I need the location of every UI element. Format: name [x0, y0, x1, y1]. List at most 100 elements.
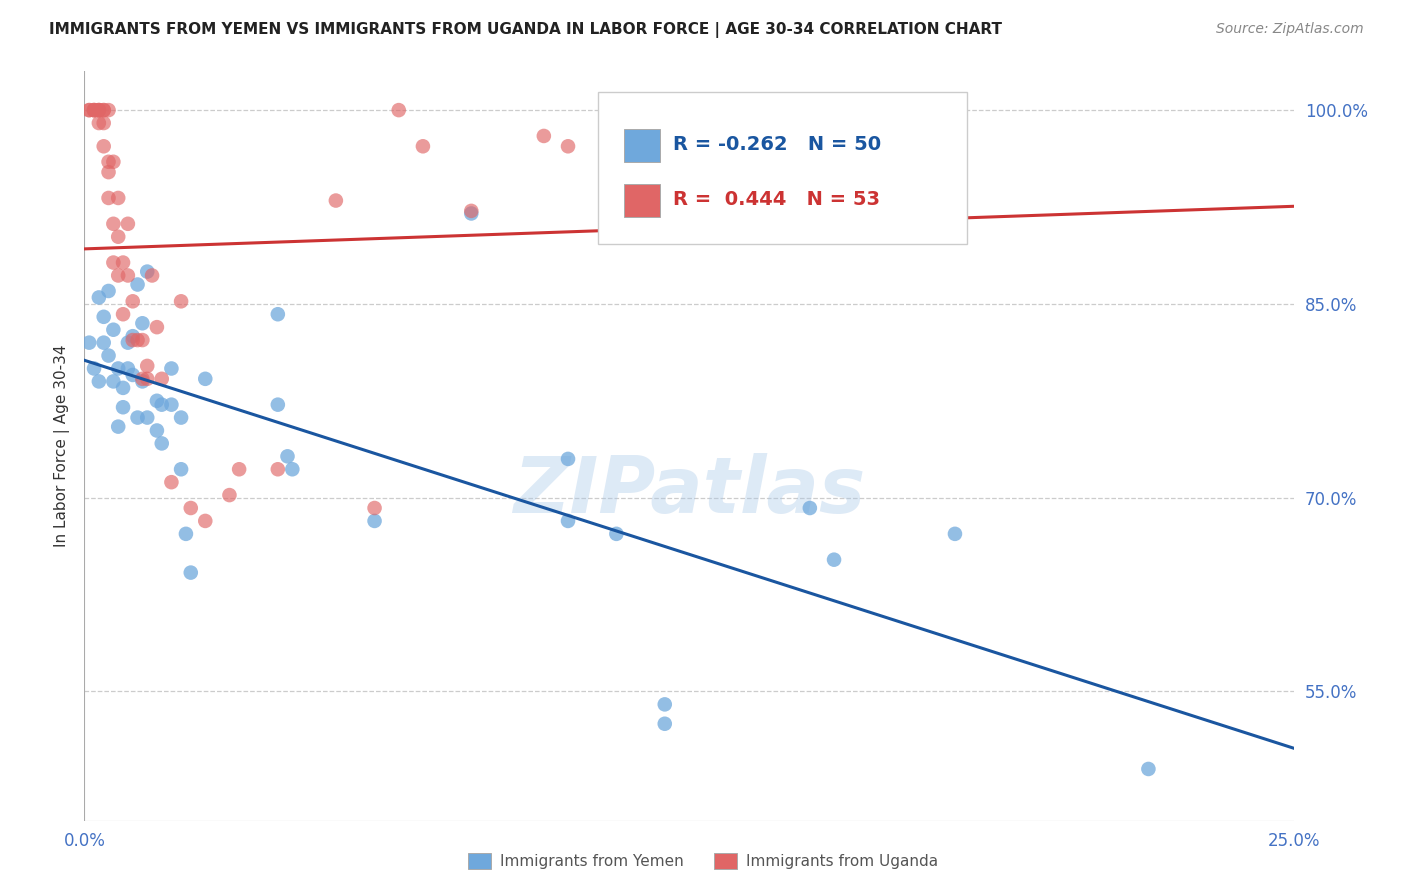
Point [146, 393, 169, 408]
Point [87, 290, 110, 304]
Point [194, 514, 217, 528]
Point [194, 372, 217, 386]
Point [654, 716, 676, 731]
Point [107, 419, 129, 434]
Point [87, 103, 110, 117]
Point [267, 462, 290, 476]
Point [117, 335, 139, 350]
Point [180, 566, 202, 580]
Point [107, 191, 129, 205]
Point [654, 698, 676, 712]
Point [146, 424, 169, 438]
Point [363, 501, 385, 516]
Point [93, 335, 115, 350]
Point [127, 410, 149, 425]
Text: IMMIGRANTS FROM YEMEN VS IMMIGRANTS FROM UGANDA IN LABOR FORCE | AGE 30-34 CORRE: IMMIGRANTS FROM YEMEN VS IMMIGRANTS FROM… [49, 22, 1002, 38]
Point [267, 398, 290, 412]
Point [87, 116, 110, 130]
Point [93, 103, 115, 117]
FancyBboxPatch shape [624, 129, 659, 162]
Point [170, 462, 193, 476]
Point [93, 103, 115, 117]
Point [605, 526, 627, 541]
Point [150, 436, 173, 450]
Point [112, 401, 135, 415]
Point [136, 264, 159, 278]
Point [103, 375, 125, 389]
Point [121, 329, 143, 343]
Point [97, 103, 120, 117]
Point [131, 372, 153, 386]
FancyBboxPatch shape [599, 93, 967, 244]
Point [103, 255, 125, 269]
Point [228, 462, 250, 476]
Point [112, 381, 135, 395]
Point [93, 310, 115, 324]
Point [146, 320, 169, 334]
Point [121, 333, 143, 347]
Point [281, 462, 304, 476]
Point [77, 335, 100, 350]
Point [107, 229, 129, 244]
Point [97, 284, 120, 298]
Point [160, 475, 183, 490]
Point [460, 203, 482, 218]
Point [823, 552, 845, 566]
Point [160, 398, 183, 412]
Point [83, 103, 105, 117]
Point [103, 323, 125, 337]
Point [799, 501, 821, 516]
Point [103, 217, 125, 231]
Point [557, 514, 579, 528]
Point [87, 375, 110, 389]
Point [103, 154, 125, 169]
Legend: Immigrants from Yemen, Immigrants from Uganda: Immigrants from Yemen, Immigrants from U… [461, 847, 945, 875]
Point [557, 139, 579, 153]
Point [131, 333, 153, 347]
Point [136, 372, 159, 386]
Point [117, 268, 139, 283]
Point [83, 103, 105, 117]
Point [77, 103, 100, 117]
Point [131, 375, 153, 389]
Point [93, 139, 115, 153]
Text: R =  0.444   N = 53: R = 0.444 N = 53 [673, 190, 880, 209]
Point [943, 128, 966, 143]
Y-axis label: In Labor Force | Age 30-34: In Labor Force | Age 30-34 [55, 344, 70, 548]
Point [533, 128, 555, 143]
Point [160, 361, 183, 376]
Point [112, 255, 135, 269]
Point [180, 501, 202, 516]
Point [557, 451, 579, 466]
Point [121, 294, 143, 309]
Point [751, 128, 773, 143]
Point [150, 398, 173, 412]
Point [87, 103, 110, 117]
Point [83, 361, 105, 376]
Point [107, 268, 129, 283]
Point [325, 194, 347, 208]
Point [121, 368, 143, 382]
Point [460, 206, 482, 220]
Text: Source: ZipAtlas.com: Source: ZipAtlas.com [1216, 22, 1364, 37]
Point [388, 103, 411, 117]
Point [117, 361, 139, 376]
Point [136, 359, 159, 373]
Point [83, 103, 105, 117]
Point [97, 191, 120, 205]
Point [87, 103, 110, 117]
Point [363, 514, 385, 528]
Text: R = -0.262   N = 50: R = -0.262 N = 50 [673, 136, 882, 154]
Point [127, 333, 149, 347]
Point [943, 526, 966, 541]
Point [97, 154, 120, 169]
Point [127, 277, 149, 292]
Point [77, 103, 100, 117]
Point [412, 139, 434, 153]
Point [170, 410, 193, 425]
Point [267, 307, 290, 321]
Point [97, 349, 120, 363]
FancyBboxPatch shape [624, 184, 659, 217]
Point [117, 217, 139, 231]
Point [131, 316, 153, 330]
